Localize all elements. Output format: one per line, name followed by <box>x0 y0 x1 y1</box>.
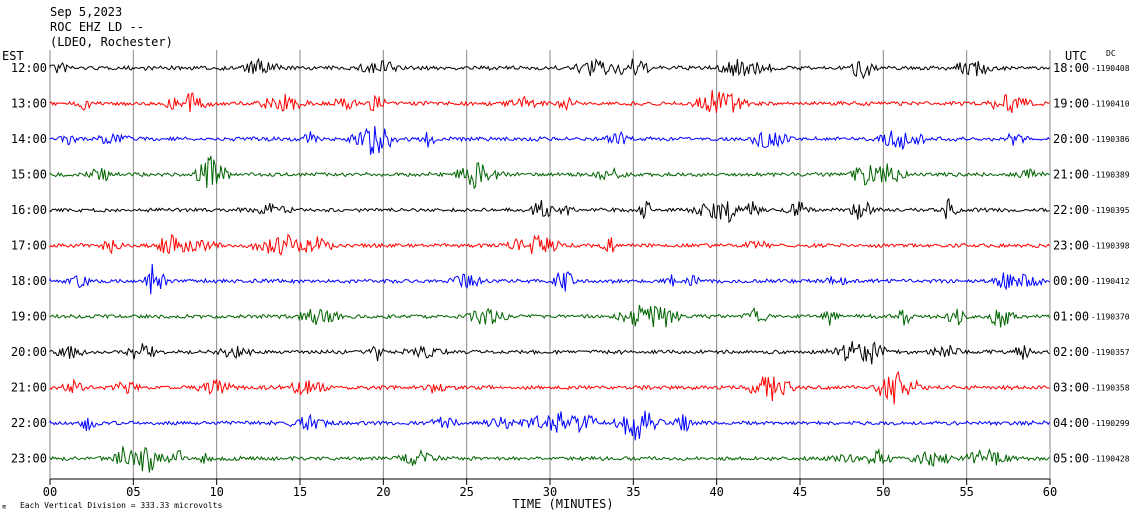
utc-hour-label: 19:00 <box>1053 97 1089 111</box>
x-tick-label: 05 <box>126 485 140 499</box>
est-hour-label: 16:00 <box>11 203 47 217</box>
utc-hour-label: 00:00 <box>1053 274 1089 288</box>
utc-hour-labels: 18:00 -1190408 19:00 -1190410 20:00 -1190386 2… <box>1053 61 1130 466</box>
est-hour-label: 23:00 <box>11 452 47 466</box>
x-tick-label: 00 <box>43 485 57 499</box>
utc-hour-label: 20:00 <box>1053 132 1089 146</box>
x-tick-label: 45 <box>793 485 807 499</box>
utc-hour-label: 04:00 <box>1053 416 1089 430</box>
est-hour-label: 12:00 <box>11 61 47 75</box>
dc-offset-label: -1190358 <box>1091 384 1130 393</box>
utc-hour-label: 01:00 <box>1053 310 1089 324</box>
header-date: Sep 5,2023 <box>50 5 122 19</box>
utc-hour-label: 02:00 <box>1053 345 1089 359</box>
est-hour-label: 18:00 <box>11 274 47 288</box>
utc-hour-label: 05:00 <box>1053 452 1089 466</box>
trace-line <box>49 304 1051 328</box>
x-tick-label: 50 <box>876 485 890 499</box>
scale-note: Each Vertical Division = 333.33 microvol… <box>20 501 222 510</box>
dc-offset-label: -1190398 <box>1091 242 1130 251</box>
x-tick-label: 40 <box>709 485 723 499</box>
x-tick-label: 55 <box>959 485 973 499</box>
est-hour-label: 20:00 <box>11 345 47 359</box>
trace-group <box>49 57 1051 473</box>
x-tick-label: 10 <box>209 485 223 499</box>
trace-line <box>49 341 1050 365</box>
est-axis-label: EST <box>2 49 24 63</box>
trace-line <box>49 155 1050 190</box>
est-hour-label: 15:00 <box>11 168 47 182</box>
x-tick-label: 20 <box>376 485 390 499</box>
trace-line <box>49 233 1050 256</box>
utc-hour-label: 21:00 <box>1053 168 1089 182</box>
utc-hour-label: 22:00 <box>1053 203 1089 217</box>
utc-hour-label: 18:00 <box>1053 61 1089 75</box>
x-tick-group: 00 05 10 15 20 25 30 35 40 45 50 55 60 <box>43 479 1057 499</box>
est-hour-labels: 12:00 13:00 14:00 15:00 16:00 17:00 18:00 19:00… <box>11 61 47 466</box>
x-tick-label: 30 <box>543 485 557 499</box>
dc-offset-label: -1190408 <box>1091 64 1130 73</box>
x-tick-label: 15 <box>293 485 307 499</box>
trace-line <box>49 410 1051 441</box>
est-hour-label: 13:00 <box>11 97 47 111</box>
utc-hour-label: 03:00 <box>1053 381 1089 395</box>
trace-line <box>49 57 1050 80</box>
x-tick-label: 25 <box>459 485 473 499</box>
header-station: ROC EHZ LD -- <box>50 20 144 34</box>
trace-line <box>49 89 1050 114</box>
est-hour-label: 22:00 <box>11 416 47 430</box>
dc-offset-label: -1190410 <box>1091 100 1130 109</box>
dc-label: DC <box>1106 49 1116 58</box>
dc-offset-label: -1190357 <box>1091 348 1130 357</box>
est-hour-label: 14:00 <box>11 132 47 146</box>
x-axis-label: TIME (MINUTES) <box>512 497 613 511</box>
utc-hour-label: 23:00 <box>1053 239 1089 253</box>
header-network: (LDEO, Rochester) <box>50 35 173 49</box>
utc-axis-label: UTC <box>1065 49 1087 63</box>
dc-offset-label: -1190386 <box>1091 135 1130 144</box>
dc-offset-label: -1190389 <box>1091 171 1130 180</box>
trace-line <box>49 263 1050 295</box>
vertical-gridlines <box>49 50 1051 479</box>
x-tick-label: 35 <box>626 485 640 499</box>
dc-offset-label: -1190370 <box>1091 313 1130 322</box>
est-hour-label: 21:00 <box>11 381 47 395</box>
trace-line <box>49 197 1050 224</box>
dc-offset-label: -1190395 <box>1091 206 1130 215</box>
trace-line <box>49 446 1050 473</box>
dc-offset-label: -1190299 <box>1091 419 1130 428</box>
trace-line <box>49 370 1050 405</box>
logo-mark: ≋ <box>2 503 6 511</box>
dc-offset-label: -1190412 <box>1091 277 1130 286</box>
dc-offset-label: -1190428 <box>1091 455 1130 464</box>
x-tick-label: 60 <box>1043 485 1057 499</box>
trace-line <box>49 125 1050 155</box>
est-hour-label: 19:00 <box>11 310 47 324</box>
est-hour-label: 17:00 <box>11 239 47 253</box>
